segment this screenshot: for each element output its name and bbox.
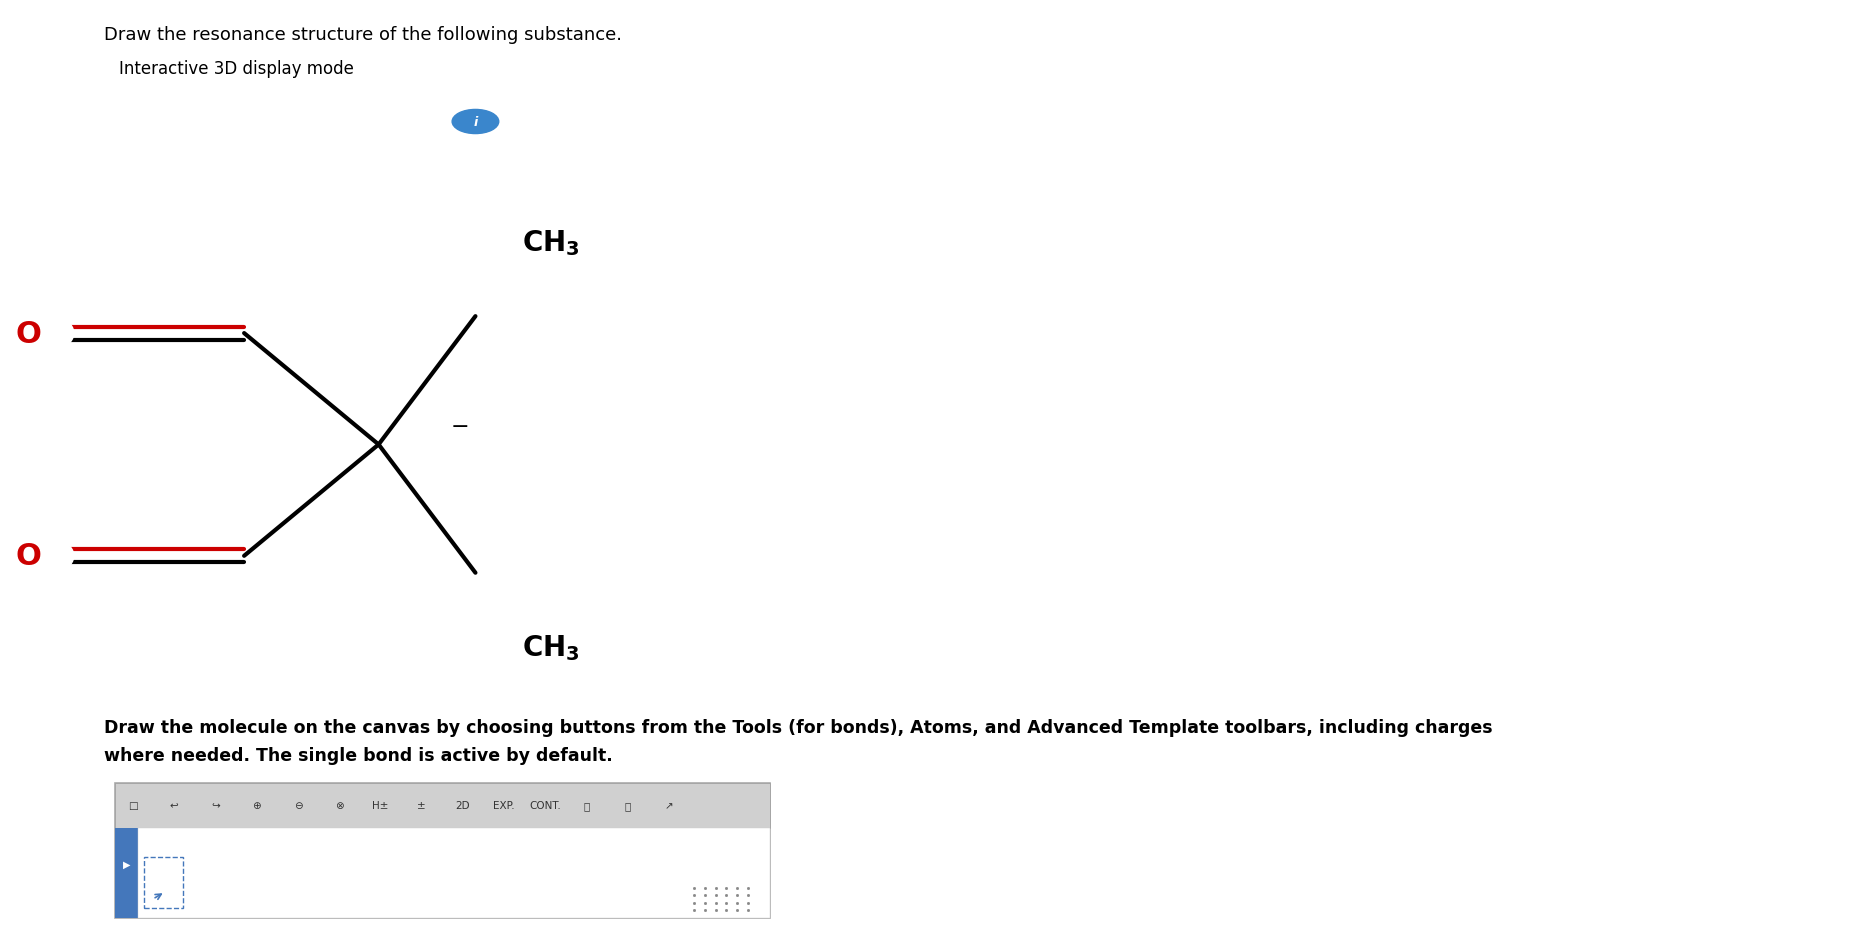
Text: ▶: ▶ <box>123 858 130 869</box>
Text: ↩: ↩ <box>169 801 178 810</box>
Text: $\mathbf{CH_3}$: $\mathbf{CH_3}$ <box>522 228 579 258</box>
Text: CONT.: CONT. <box>529 801 561 810</box>
Text: Interactive 3D display mode: Interactive 3D display mode <box>119 60 353 78</box>
Text: O: O <box>17 541 43 571</box>
Circle shape <box>0 311 74 357</box>
Text: $\mathbf{CH_3}$: $\mathbf{CH_3}$ <box>522 632 579 662</box>
FancyBboxPatch shape <box>137 828 769 918</box>
Text: ❓: ❓ <box>624 801 631 810</box>
Circle shape <box>0 533 74 579</box>
Circle shape <box>451 110 498 134</box>
Text: i: i <box>474 116 477 129</box>
Text: ↗: ↗ <box>665 801 672 810</box>
Text: H±: H± <box>371 801 388 810</box>
Text: ⊖: ⊖ <box>293 801 303 810</box>
Text: O: O <box>17 319 43 349</box>
Text: ⊕: ⊕ <box>253 801 260 810</box>
Text: where needed. The single bond is active by default.: where needed. The single bond is active … <box>104 746 613 764</box>
Text: Draw the resonance structure of the following substance.: Draw the resonance structure of the foll… <box>104 26 622 44</box>
Text: □: □ <box>128 801 137 810</box>
Text: −: − <box>449 416 468 437</box>
FancyBboxPatch shape <box>115 828 137 918</box>
Text: ⊗: ⊗ <box>334 801 344 810</box>
FancyBboxPatch shape <box>115 783 769 918</box>
Text: EXP.: EXP. <box>494 801 514 810</box>
FancyBboxPatch shape <box>115 783 769 828</box>
Text: ±: ± <box>418 801 425 810</box>
Text: Draw the molecule on the canvas by choosing buttons from the Tools (for bonds), : Draw the molecule on the canvas by choos… <box>104 718 1491 736</box>
Text: 2D: 2D <box>455 801 470 810</box>
Text: ⓘ: ⓘ <box>583 801 589 810</box>
Text: ↪: ↪ <box>212 801 219 810</box>
